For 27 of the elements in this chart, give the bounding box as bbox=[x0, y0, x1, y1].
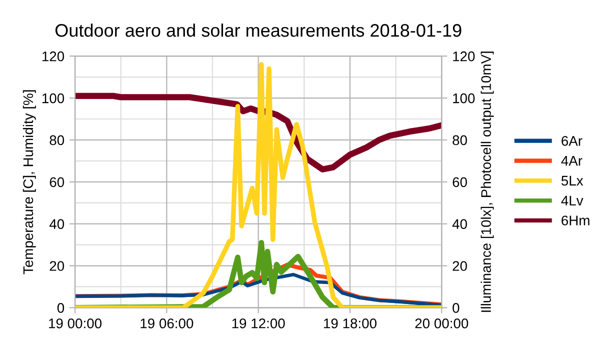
y-tick-label: 120 bbox=[42, 51, 64, 62]
y-tick-label: 0 bbox=[57, 303, 64, 313]
y2-tick-label: 40 bbox=[452, 219, 467, 230]
legend-label: 6Hm bbox=[562, 216, 590, 226]
y2-tick-label: 120 bbox=[453, 51, 475, 62]
y-tick-label: 40 bbox=[49, 219, 64, 230]
legend-label: 4Lv bbox=[561, 196, 584, 206]
y2-tick-label: 60 bbox=[452, 177, 467, 188]
x-tick-label: 19 06:00 bbox=[140, 318, 194, 328]
x-tick-label: 19 18:00 bbox=[324, 318, 376, 328]
y-tick-label: 20 bbox=[50, 261, 64, 271]
y-axis-title: Temperature [C], Humidity [%] bbox=[22, 90, 36, 274]
y2-tick-label: 0 bbox=[452, 303, 460, 313]
x-tick-label: 19 00:00 bbox=[49, 318, 102, 328]
x-tick-label: 19 12:00 bbox=[232, 318, 285, 328]
y-tick-label: 80 bbox=[50, 135, 64, 146]
x-tick-label: 20 00:00 bbox=[415, 318, 468, 328]
y2-tick-label: 80 bbox=[452, 135, 467, 146]
y-tick-label: 60 bbox=[50, 177, 64, 188]
legend-label: 6Ar bbox=[562, 136, 582, 146]
y2-tick-label: 100 bbox=[453, 93, 475, 104]
legend-label: 4Ar bbox=[561, 156, 582, 166]
y2-tick-label: 20 bbox=[452, 261, 467, 271]
legend-label: 5Lx bbox=[561, 176, 584, 186]
chart-title: Outdoor aero and solar measurements 2018-01-19 bbox=[55, 24, 462, 37]
y2-axis-title: Illuminance [10lx], Photocell output [10mV] bbox=[480, 52, 494, 312]
y-tick-label: 100 bbox=[42, 93, 64, 104]
